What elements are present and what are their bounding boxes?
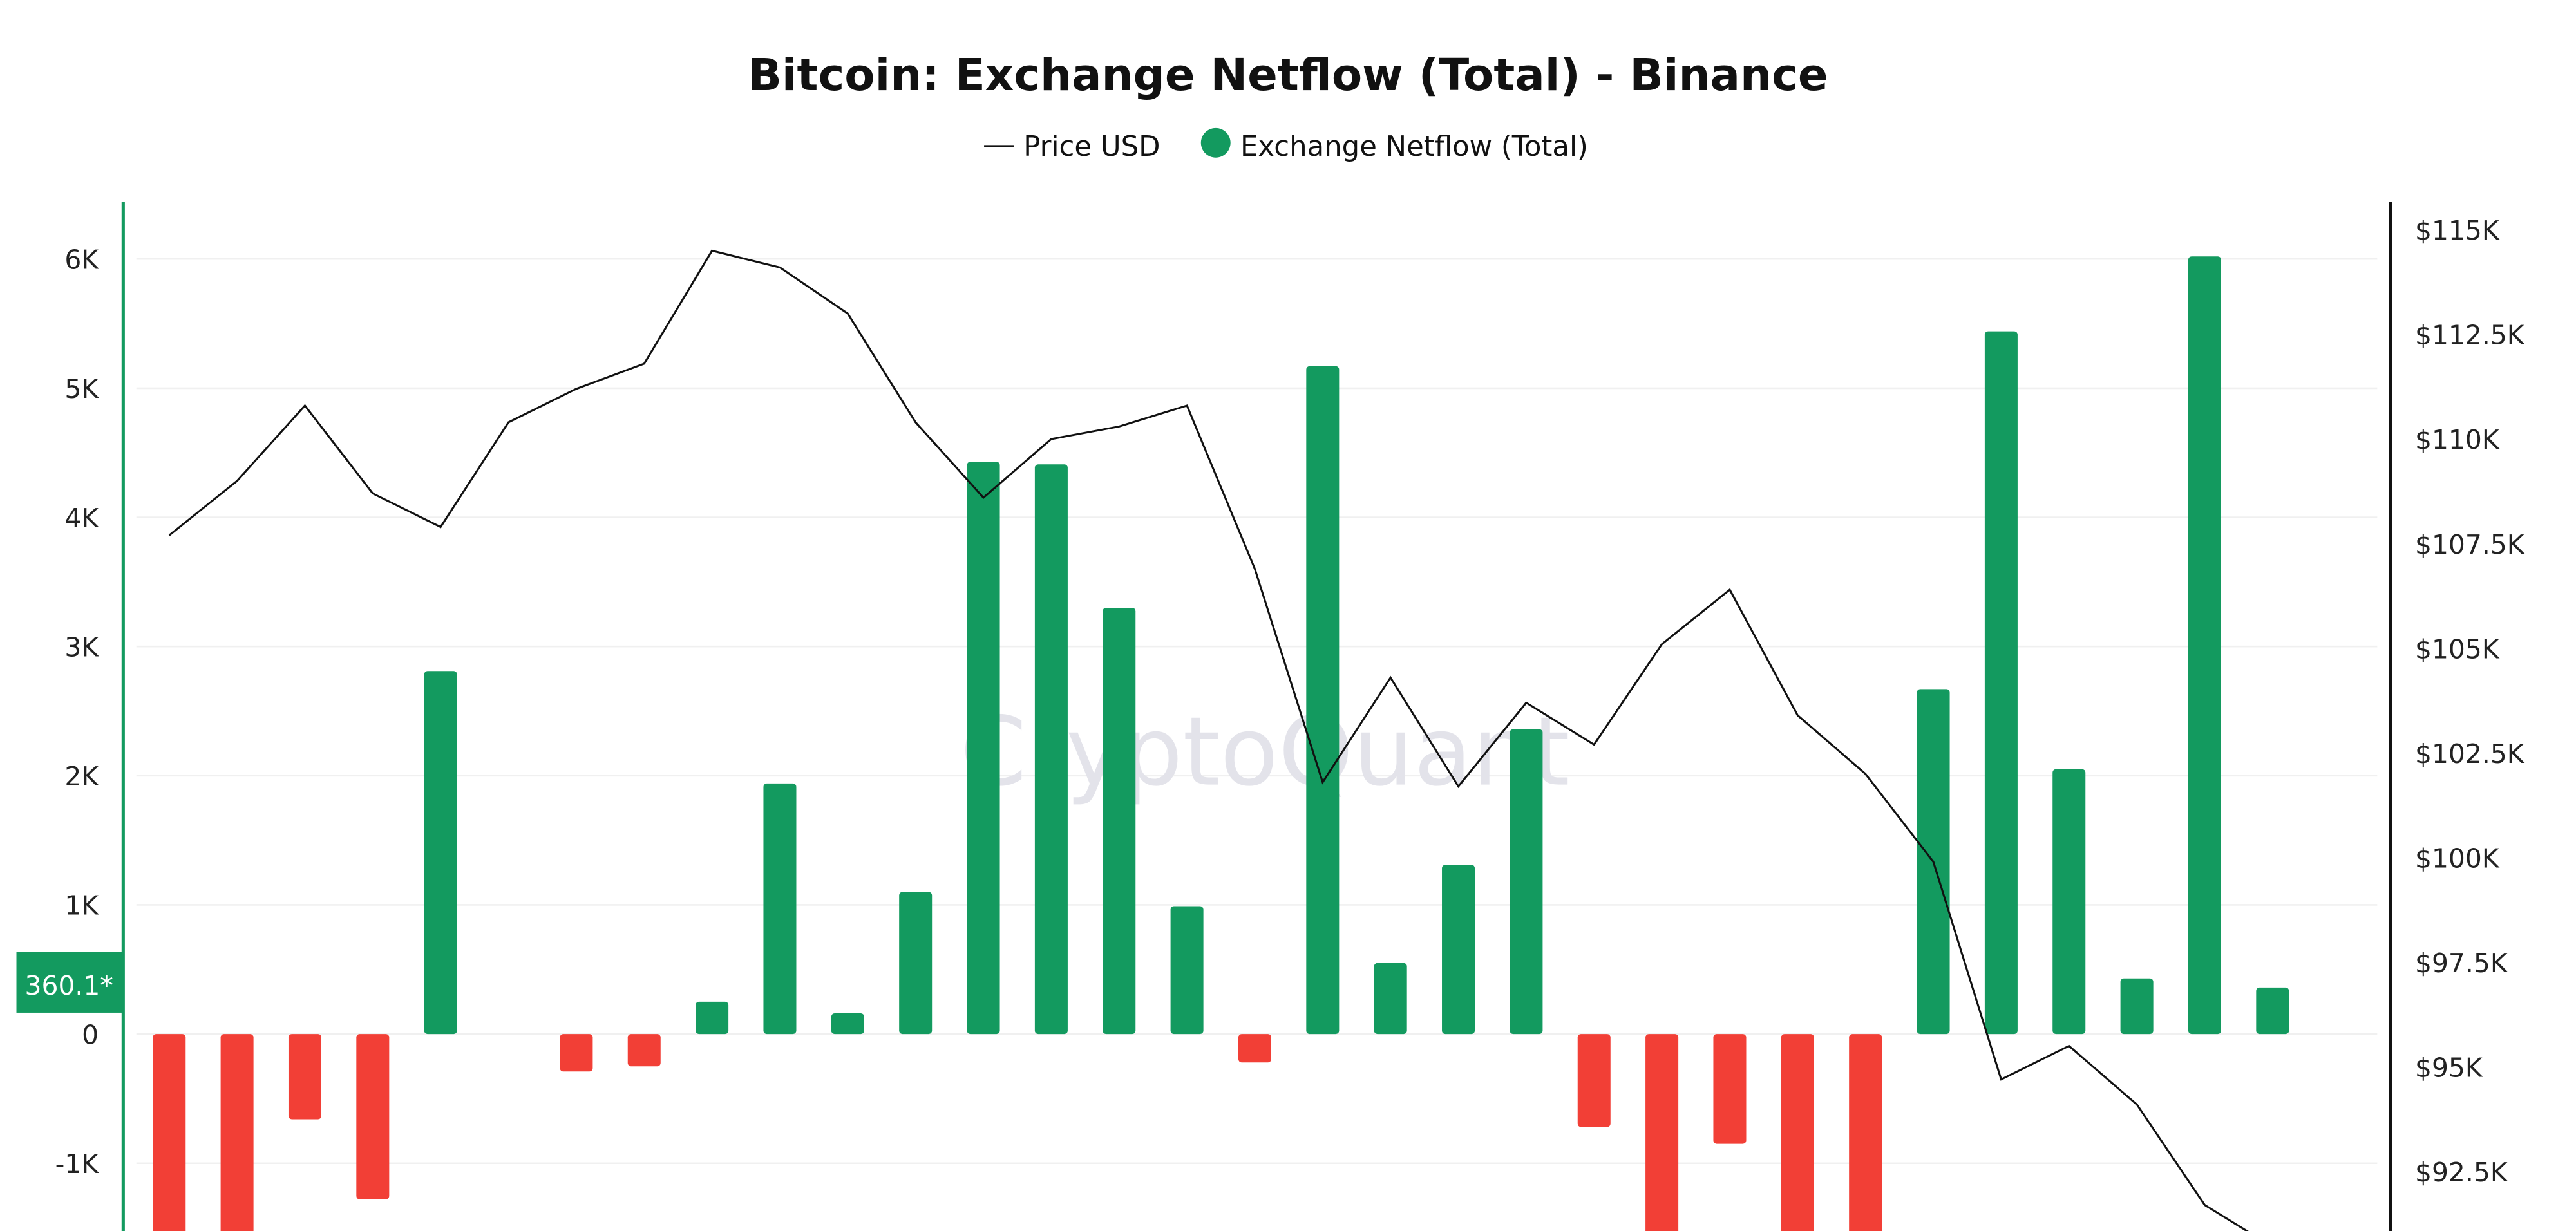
left-tick-label: 5K bbox=[64, 373, 99, 404]
left-tick-label: 6K bbox=[64, 245, 99, 276]
right-tick-label: $92.5K bbox=[2415, 1157, 2508, 1188]
netflow-bar[interactable] bbox=[1170, 906, 1204, 1035]
netflow-bars bbox=[153, 256, 2289, 1231]
netflow-bar[interactable] bbox=[2188, 256, 2221, 1035]
netflow-bar[interactable] bbox=[899, 892, 933, 1035]
netflow-bar[interactable] bbox=[627, 1034, 661, 1067]
left-tick-label: 2K bbox=[64, 761, 99, 792]
netflow-bar[interactable] bbox=[220, 1034, 254, 1231]
right-tick-label: $110K bbox=[2415, 424, 2500, 455]
netflow-bar[interactable] bbox=[831, 1013, 864, 1035]
legend-dot-icon bbox=[1200, 127, 1231, 158]
right-tick-label: $107.5K bbox=[2415, 529, 2525, 560]
netflow-bar[interactable] bbox=[1713, 1034, 1747, 1144]
right-tick-label: $102.5K bbox=[2415, 738, 2525, 769]
netflow-bar[interactable] bbox=[2052, 769, 2086, 1035]
netflow-bar[interactable] bbox=[2120, 978, 2154, 1035]
right-axis-ticks: $92.5K $95K $97.5K $100K $102.5K $105K $107.5K… bbox=[2415, 215, 2525, 1188]
netflow-bar[interactable] bbox=[560, 1034, 593, 1072]
chart-title: Bitcoin: Exchange Netflow (Total) - Bina… bbox=[748, 50, 1828, 101]
left-axis-ticks: -1K 0 1K 2K 3K 4K 5K 6K bbox=[55, 245, 100, 1179]
gridlines bbox=[136, 258, 2378, 1164]
netflow-bar[interactable] bbox=[1781, 1034, 1814, 1231]
netflow-bar[interactable] bbox=[424, 671, 457, 1035]
left-tick-label: 3K bbox=[64, 632, 99, 662]
last-value-label: 360.1* bbox=[25, 970, 113, 1001]
left-tick-label: 1K bbox=[64, 890, 99, 921]
left-tick-label: -1K bbox=[55, 1149, 100, 1179]
right-tick-label: $100K bbox=[2415, 843, 2500, 874]
price-line bbox=[168, 249, 2249, 1231]
left-tick-label: 0 bbox=[82, 1019, 99, 1050]
netflow-bar[interactable] bbox=[1849, 1034, 1882, 1231]
netflow-bar[interactable] bbox=[1645, 1034, 1679, 1231]
netflow-bar[interactable] bbox=[1103, 607, 1136, 1035]
netflow-bar[interactable] bbox=[967, 462, 1000, 1035]
last-value-badge: 360.1* bbox=[16, 952, 124, 1013]
right-tick-label: $97.5K bbox=[2415, 948, 2508, 979]
right-tick-label: $115K bbox=[2415, 215, 2500, 246]
netflow-bar[interactable] bbox=[1442, 865, 1475, 1035]
legend-price-label[interactable]: Price USD bbox=[1023, 131, 1160, 163]
netflow-bar[interactable] bbox=[1984, 331, 2018, 1035]
left-tick-label: 4K bbox=[64, 503, 99, 534]
netflow-bar[interactable] bbox=[1510, 729, 1543, 1035]
right-tick-label: $95K bbox=[2415, 1052, 2483, 1083]
netflow-bar[interactable] bbox=[288, 1034, 321, 1120]
netflow-bar[interactable] bbox=[2256, 987, 2289, 1035]
netflow-bar[interactable] bbox=[356, 1034, 390, 1199]
netflow-bar[interactable] bbox=[1238, 1034, 1271, 1063]
netflow-bar[interactable] bbox=[1374, 963, 1407, 1035]
netflow-bar[interactable] bbox=[153, 1034, 186, 1231]
netflow-bar[interactable] bbox=[1034, 464, 1068, 1035]
legend-netflow-label[interactable]: Exchange Netflow (Total) bbox=[1240, 131, 1588, 163]
legend: Price USD Exchange Netflow (Total) bbox=[984, 127, 1588, 163]
netflow-bar[interactable] bbox=[763, 783, 797, 1035]
right-tick-label: $112.5K bbox=[2415, 320, 2525, 351]
netflow-bar[interactable] bbox=[1577, 1034, 1611, 1127]
price-line-path bbox=[168, 249, 2249, 1231]
netflow-bar[interactable] bbox=[696, 1001, 729, 1035]
right-tick-label: $105K bbox=[2415, 634, 2500, 664]
netflow-bar[interactable] bbox=[1306, 366, 1340, 1035]
